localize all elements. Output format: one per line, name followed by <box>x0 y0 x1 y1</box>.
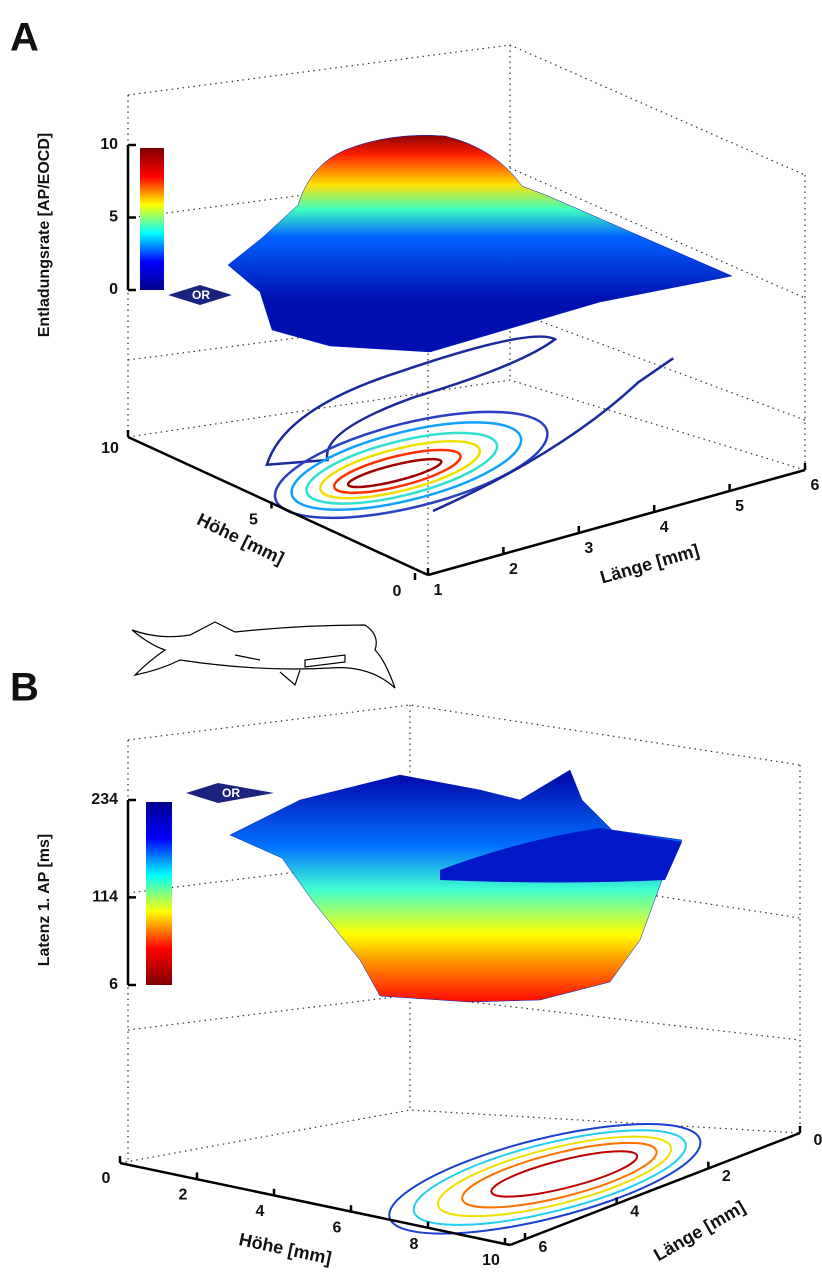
surface-a <box>227 135 733 353</box>
panel-label: A <box>10 16 39 60</box>
x-tick-label: 6 <box>539 1239 548 1256</box>
y-tick-label: 10 <box>101 440 119 457</box>
y-axis-label: Höhe [mm] <box>194 509 287 568</box>
z-tick-label: 234 <box>91 791 118 808</box>
x-tick-label: 4 <box>660 519 669 536</box>
x-axis-label: Länge [mm] <box>598 540 702 587</box>
axis-line <box>509 1131 801 1247</box>
annotation-marker <box>186 783 274 803</box>
z-tick-label: 114 <box>92 889 118 906</box>
surface-b <box>229 769 683 1003</box>
ridge-b <box>440 828 682 883</box>
y-tick-label: 10 <box>482 1252 500 1269</box>
box-b <box>119 704 801 1164</box>
z-tick-label: 10 <box>100 136 118 153</box>
y-tick-label: 6 <box>333 1219 342 1236</box>
y-tick-label: 2 <box>179 1187 188 1204</box>
x-tick-label: 2 <box>509 561 518 578</box>
x-tick-label: 2 <box>722 1168 731 1185</box>
annotation: OR <box>222 786 240 800</box>
annotation: OR <box>192 288 210 302</box>
x-tick-label: 3 <box>584 540 593 557</box>
y-tick-label: 0 <box>102 1170 111 1187</box>
x-tick-label: 6 <box>811 477 820 494</box>
z-tick-label: 6 <box>109 976 118 993</box>
z-tick-label: 0 <box>109 281 118 298</box>
axis-line <box>427 468 806 577</box>
z-tick-label: 5 <box>109 209 118 226</box>
y-tick-label: 5 <box>249 512 258 529</box>
y-tick-label: 8 <box>410 1236 419 1253</box>
x-tick-label: 5 <box>735 498 744 515</box>
annotation-marker <box>168 285 232 305</box>
colorbar <box>146 802 172 985</box>
colorbar <box>140 148 164 290</box>
axis-line <box>127 435 429 577</box>
axis-line <box>119 1161 511 1247</box>
y-tick-label: 4 <box>256 1203 265 1220</box>
x-axis-label: Länge [mm] <box>650 1197 748 1265</box>
x-tick-label: 0 <box>814 1132 822 1149</box>
x-tick-label: 1 <box>434 582 443 599</box>
fish-drawing <box>131 621 396 689</box>
z-axis-label: Entladungsrate [AP/EOCD] <box>36 133 53 337</box>
x-tick-label: 4 <box>630 1204 639 1221</box>
z-axis-label: Latenz 1. AP [ms] <box>36 834 53 966</box>
panel-label: B <box>10 666 39 710</box>
contours-b <box>388 1122 702 1235</box>
y-tick-label: 0 <box>393 583 402 600</box>
contours-a <box>265 335 674 520</box>
y-axis-label: Höhe [mm] <box>237 1229 333 1268</box>
